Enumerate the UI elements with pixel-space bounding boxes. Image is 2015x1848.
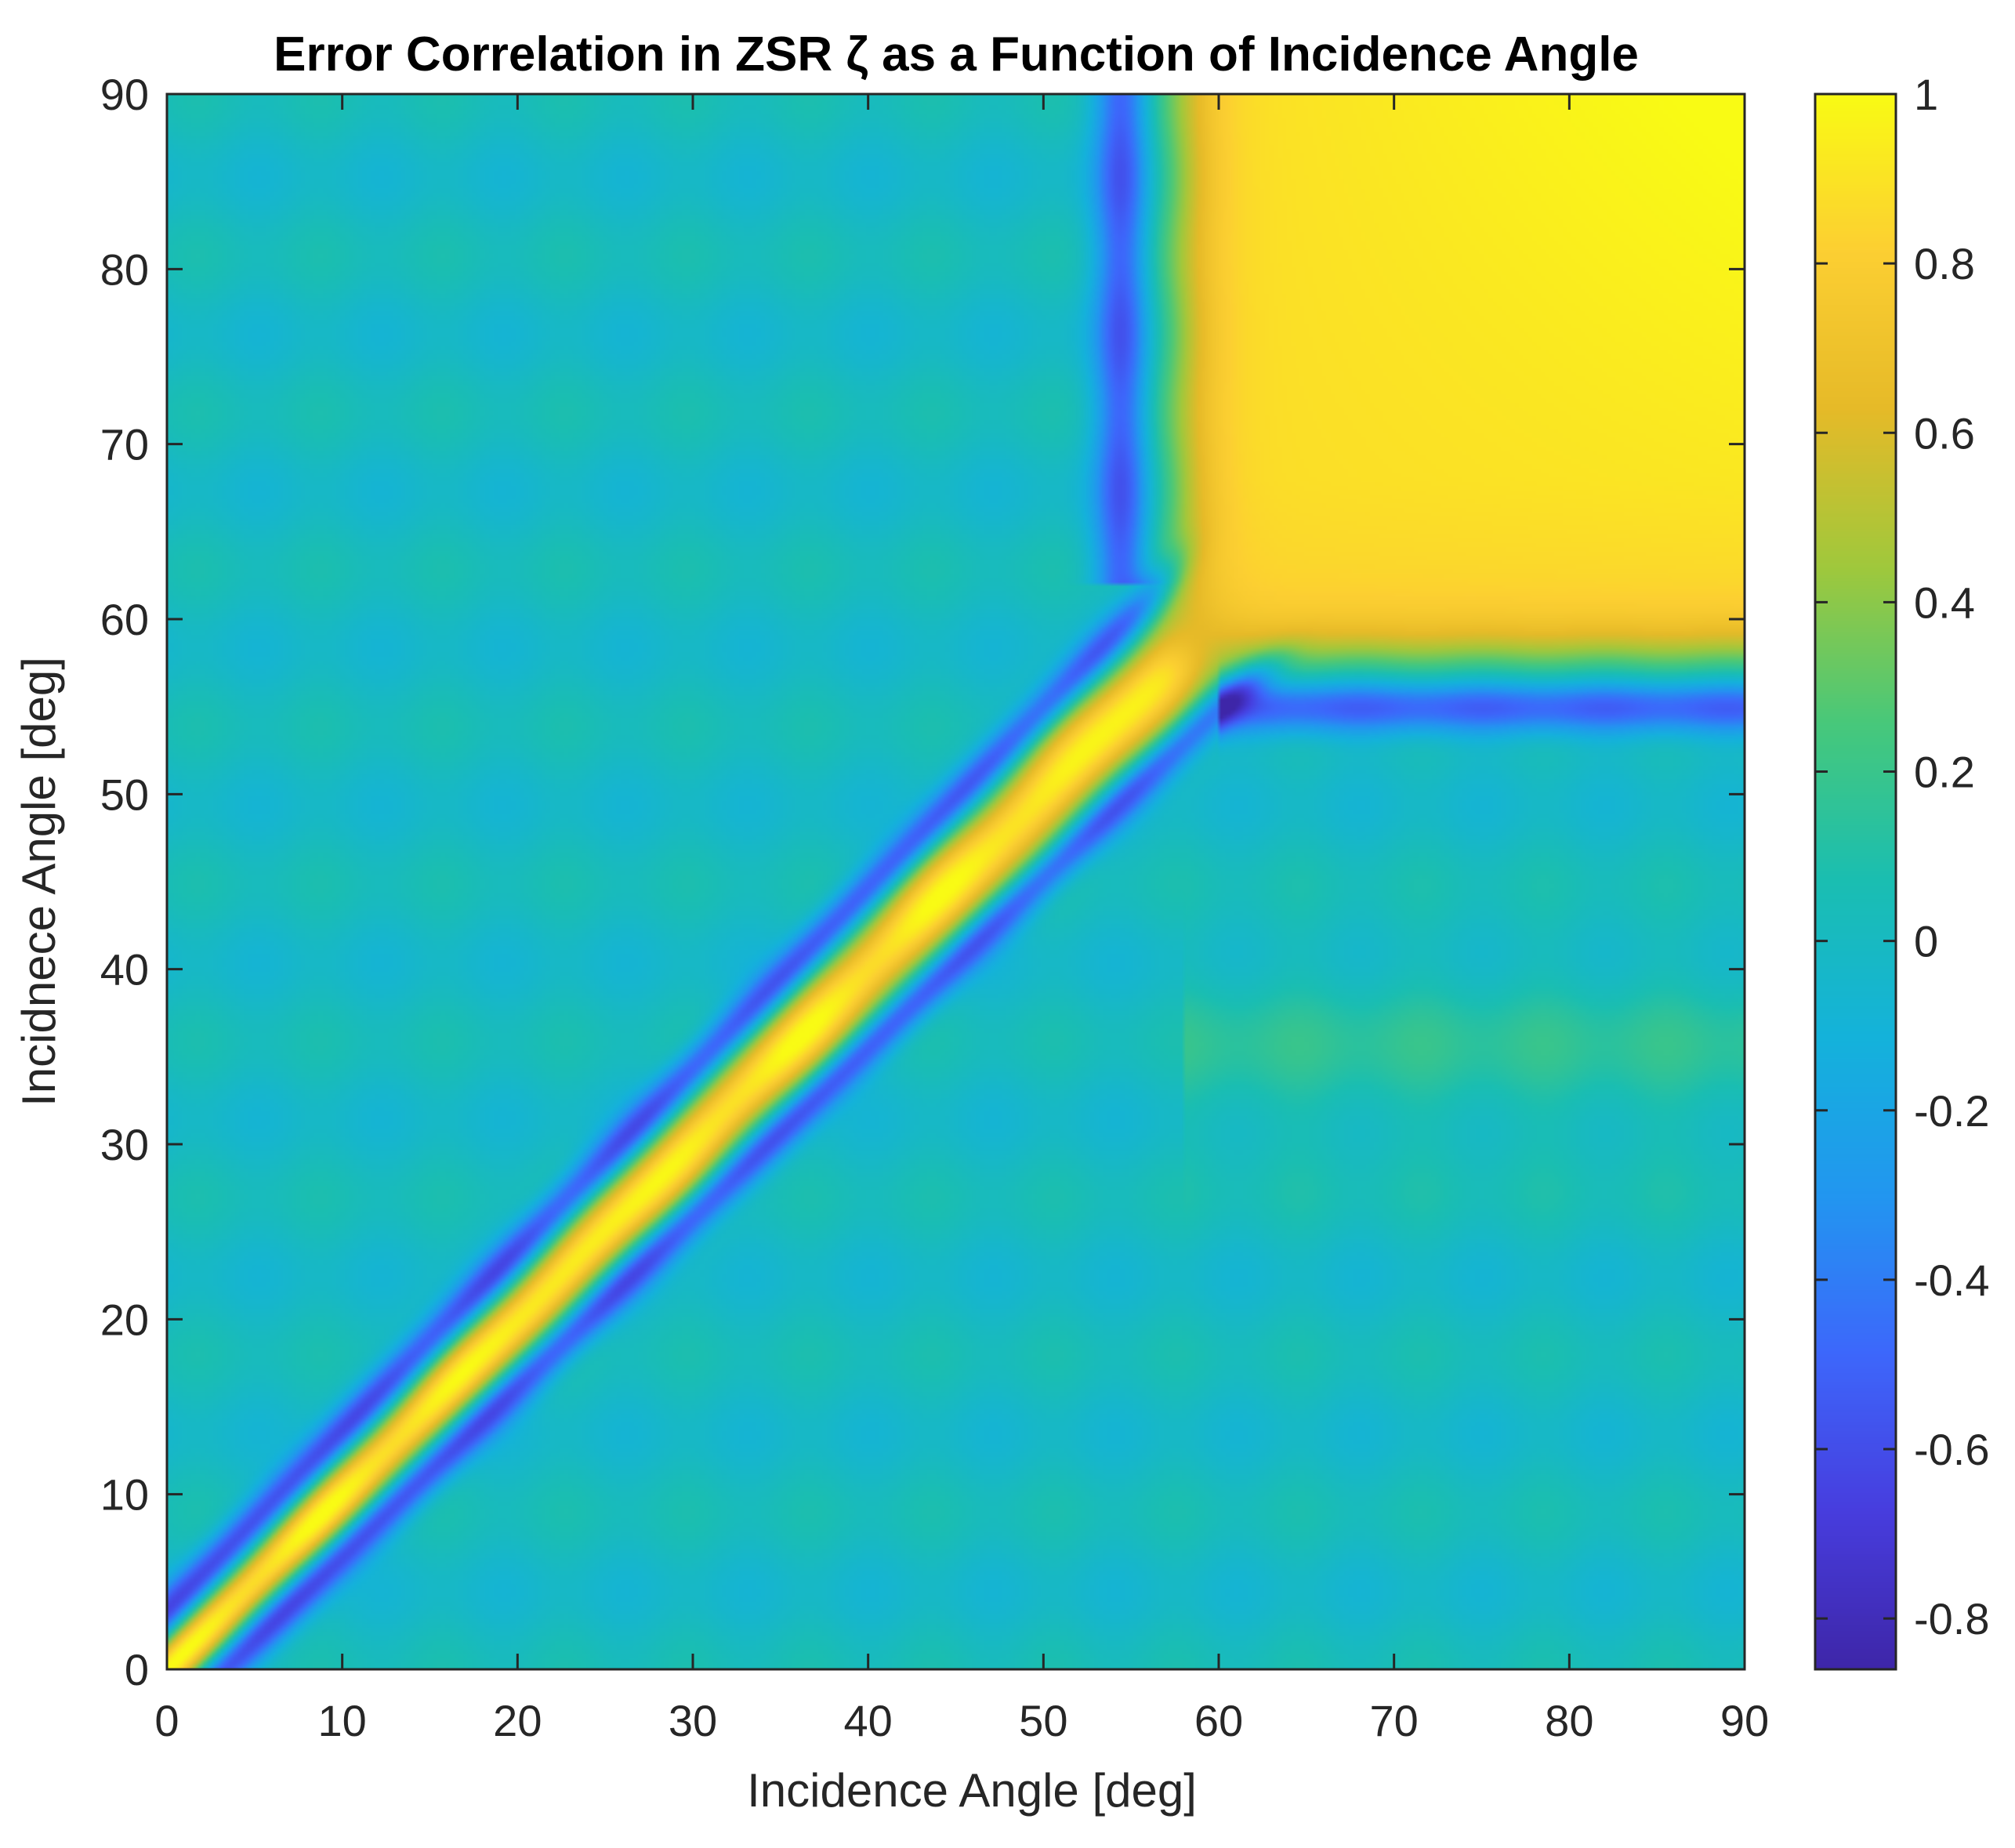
- colorbar-tick-label: 0.6: [1914, 408, 1975, 458]
- heatmap-canvas: [167, 94, 1745, 1669]
- heatmap-plot-area: [167, 94, 1745, 1669]
- y-tick-label: 10: [100, 1470, 149, 1520]
- colorbar-tick-label: 0.2: [1914, 748, 1975, 797]
- colorbar-tick-label: 0.8: [1914, 239, 1975, 288]
- colorbar-ticks: -0.8 -0.6 -0.4 -0.2 0 0.2 0.4 0.6 0.8 1: [1815, 70, 1990, 1643]
- x-tick-label: 60: [1194, 1696, 1243, 1745]
- y-axis-label: Incidnece Angle [deg]: [13, 657, 65, 1107]
- y-tick-label: 20: [100, 1295, 149, 1344]
- colorbar: [1815, 94, 1896, 1669]
- y-tick-label: 80: [100, 245, 149, 294]
- plot-frame: [165, 92, 1746, 1671]
- y-tick-label: 0: [125, 1645, 149, 1694]
- x-tick-label: 70: [1370, 1696, 1419, 1745]
- x-axis-ticks: 0 10 20 30 40 50 60 70 80 90: [154, 94, 1769, 1745]
- y-tick-label: 70: [100, 420, 149, 469]
- x-tick-label: 10: [318, 1696, 367, 1745]
- x-tick-label: 50: [1019, 1696, 1067, 1745]
- colorbar-tick-label: -0.4: [1914, 1256, 1990, 1305]
- colorbar-tick-label: -0.6: [1914, 1425, 1990, 1474]
- y-tick-label: 40: [100, 945, 149, 995]
- colorbar-tick-label: 0: [1914, 917, 1938, 966]
- y-tick-label: 30: [100, 1120, 149, 1169]
- chart-title: Error Correlation in ZSR ζ as a Function…: [274, 27, 1639, 82]
- y-tick-label: 50: [100, 770, 149, 819]
- x-tick-label: 0: [154, 1696, 179, 1745]
- colorbar-frame: [1814, 92, 1897, 1671]
- x-tick-label: 80: [1545, 1696, 1593, 1745]
- x-tick-label: 40: [844, 1696, 893, 1745]
- colorbar-tick-label: -0.2: [1914, 1086, 1990, 1136]
- y-axis-ticks: 0 10 20 30 40 50 60 70 80 90: [100, 70, 1745, 1694]
- colorbar-tick-label: 0.4: [1914, 578, 1975, 627]
- y-tick-label: 60: [100, 595, 149, 644]
- y-tick-label: 90: [100, 70, 149, 119]
- colorbar-tick-label: 1: [1914, 70, 1938, 119]
- x-tick-label: 20: [493, 1696, 542, 1745]
- x-tick-label: 90: [1720, 1696, 1769, 1745]
- x-axis-label: Incidence Angle [deg]: [747, 1764, 1197, 1817]
- colorbar-tick-label: -0.8: [1914, 1594, 1990, 1643]
- colorbar-canvas: [1815, 94, 1896, 1669]
- x-tick-label: 30: [669, 1696, 717, 1745]
